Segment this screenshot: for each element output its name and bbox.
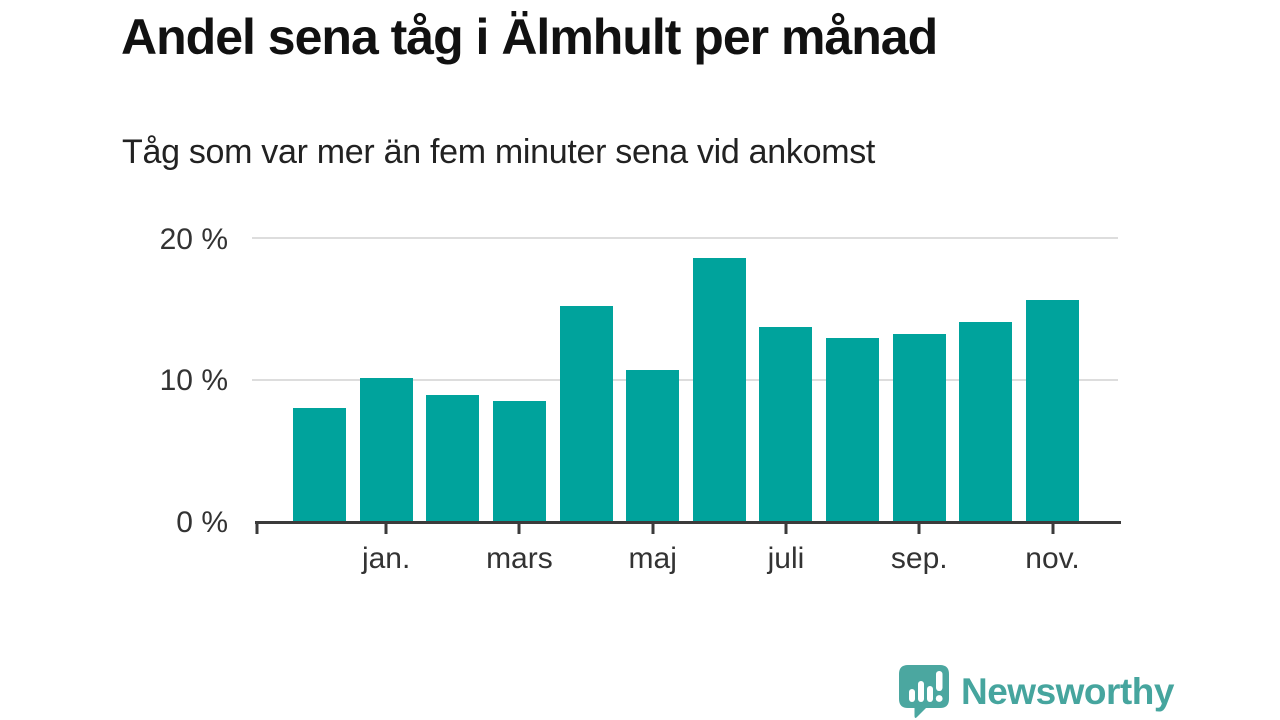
gridline-10	[252, 378, 1118, 381]
newsworthy-logo-icon	[899, 665, 949, 718]
x-axis-tick-jan	[384, 521, 388, 534]
x-axis-label-mars: mars	[486, 542, 553, 575]
bar-mars	[492, 400, 546, 521]
bar-juni	[692, 257, 746, 521]
y-axis-label-0: 0 %	[176, 505, 228, 539]
logo-exclamation-dot	[935, 695, 943, 702]
x-axis-tick-juli	[784, 521, 788, 534]
x-axis-line	[255, 521, 1121, 524]
logo-exclamation-stem	[936, 671, 943, 691]
bar-chart-plot-area: jan. mars maj juli sep. nov.	[252, 215, 1121, 575]
bar-juli	[759, 327, 813, 521]
x-axis-tick-mars	[517, 521, 521, 534]
bar-nov	[1026, 300, 1080, 521]
gridline-20	[252, 237, 1118, 239]
bar-aug	[826, 338, 880, 521]
bar-sep	[892, 334, 946, 521]
x-axis-tick-nov	[1051, 521, 1055, 534]
x-axis-tick-maj	[651, 521, 655, 534]
y-axis-label-10: 10 %	[159, 364, 228, 397]
chart-subtitle: Tåg som var mer än fem minuter sena vid …	[122, 133, 876, 171]
bar-dec	[293, 407, 346, 521]
x-axis-label-nov: nov.	[1025, 542, 1080, 575]
bar-jan	[359, 378, 413, 521]
logo-bar-1	[909, 689, 915, 702]
x-axis-label-sep: sep.	[890, 542, 948, 575]
bar-apr	[559, 305, 613, 521]
x-axis-label-juli: juli	[767, 542, 805, 575]
newsworthy-logo: Newsworthy	[898, 664, 1174, 719]
bar-okt	[959, 321, 1013, 521]
chart-title: Andel sena tåg i Älmhult per månad	[121, 9, 938, 65]
logo-bar-3	[927, 686, 933, 702]
newsworthy-logo-text: Newsworthy	[961, 670, 1174, 712]
x-axis-label-jan: jan.	[361, 542, 411, 575]
x-axis-tick-sep	[917, 521, 921, 534]
y-axis-label-20: 20 %	[159, 222, 228, 256]
x-axis-start-tick	[255, 521, 258, 534]
bar-feb	[426, 395, 480, 521]
logo-bar-2	[918, 681, 924, 702]
x-axis-label-maj: maj	[628, 542, 677, 575]
bar-maj	[626, 369, 680, 521]
